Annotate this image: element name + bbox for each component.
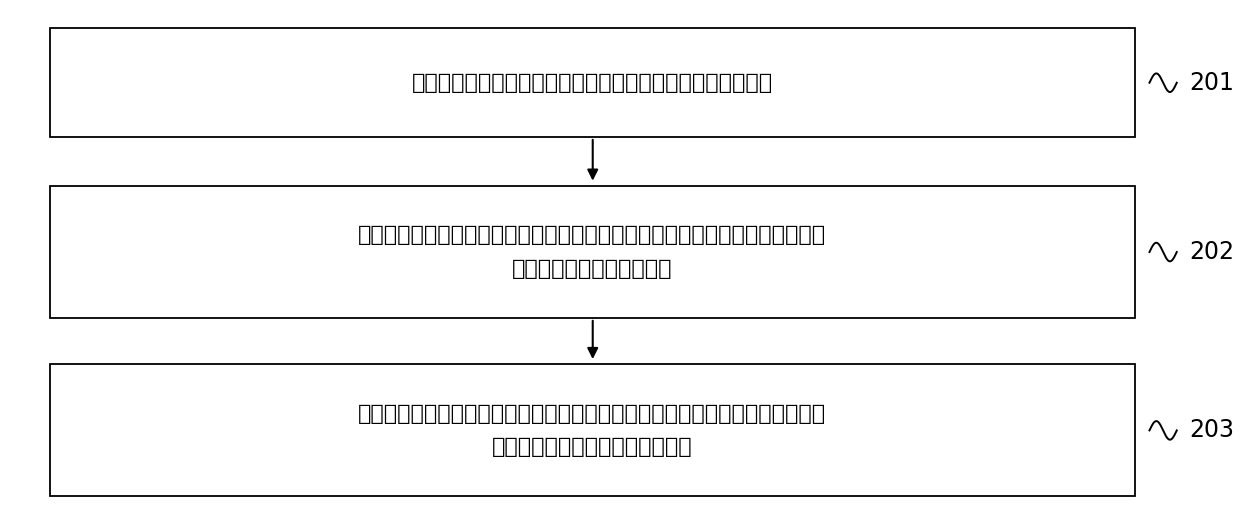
FancyBboxPatch shape bbox=[50, 364, 1135, 496]
Text: 所述误差计算器根据接收的、经过数据处理的电能数据计算各电能计量装置的、: 所述误差计算器根据接收的、经过数据处理的电能数据计算各电能计量装置的、 bbox=[358, 404, 826, 423]
Text: 数据，并上报给误差计算器: 数据，并上报给误差计算器 bbox=[512, 259, 672, 279]
FancyBboxPatch shape bbox=[50, 186, 1135, 318]
Text: 203: 203 bbox=[1189, 418, 1234, 443]
FancyBboxPatch shape bbox=[50, 28, 1135, 137]
Text: 201: 201 bbox=[1189, 71, 1234, 95]
Text: 根据负荷电流分段考量的整体误差: 根据负荷电流分段考量的整体误差 bbox=[492, 437, 692, 457]
Text: 202: 202 bbox=[1189, 240, 1234, 264]
Text: 所述的各电能计量装置和所述误差标准器按照预设方式，测量并记录各自的电能: 所述的各电能计量装置和所述误差标准器按照预设方式，测量并记录各自的电能 bbox=[358, 225, 826, 245]
Text: 在所述待测系统中接入至少一个已知整体误差值的误差标准器: 在所述待测系统中接入至少一个已知整体误差值的误差标准器 bbox=[412, 73, 773, 93]
